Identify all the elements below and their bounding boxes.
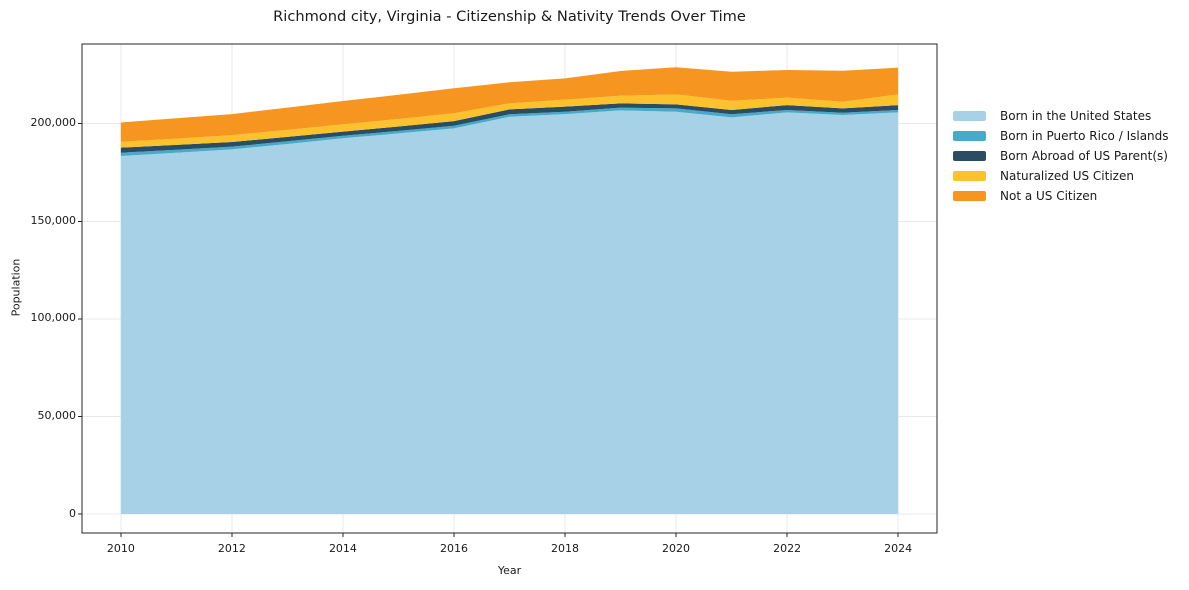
- area-not-a-us-citizen: [120, 67, 899, 142]
- legend-item-born-in-the-united-states: Born in the United States: [953, 106, 1169, 126]
- legend-item-born-abroad-of-us-parent-s: Born Abroad of US Parent(s): [953, 146, 1169, 166]
- legend-label: Naturalized US Citizen: [1000, 169, 1134, 183]
- x-tick-label: 2014: [328, 542, 357, 555]
- legend-label: Born in the United States: [1000, 109, 1152, 123]
- x-tick-label: 2024: [884, 542, 913, 555]
- legend-label: Born in Puerto Rico / Islands: [1000, 129, 1169, 143]
- legend-swatch-icon: [953, 151, 986, 161]
- legend-item-naturalized-us-citizen: Naturalized US Citizen: [953, 166, 1169, 186]
- area-born-in-puerto-rico-islands: [120, 107, 899, 157]
- x-tick-label: 2020: [662, 542, 691, 555]
- legend-swatch-icon: [953, 191, 986, 201]
- y-tick-label: 150,000: [30, 213, 77, 227]
- y-tick-label: 200,000: [30, 116, 77, 130]
- area-naturalized-us-citizen: [120, 94, 899, 148]
- chart-title: Richmond city, Virginia - Citizenship & …: [273, 8, 746, 25]
- x-axis-label: Year: [497, 564, 522, 577]
- y-tick-label: 50,000: [37, 408, 77, 422]
- y-tick-label: 100,000: [30, 311, 77, 325]
- area-born-abroad-of-us-parent-s: [120, 103, 899, 153]
- legend-item-not-a-us-citizen: Not a US Citizen: [953, 186, 1169, 206]
- x-tick-label: 2022: [773, 542, 802, 555]
- area-born-in-the-united-states: [120, 110, 899, 515]
- legend: Born in the United States Born in Puerto …: [953, 106, 1169, 206]
- legend-label: Not a US Citizen: [1000, 189, 1098, 203]
- plot-frame: [81, 43, 938, 534]
- legend-label: Born Abroad of US Parent(s): [1000, 149, 1168, 163]
- x-tick-label: 2012: [217, 542, 246, 555]
- legend-item-born-in-puerto-rico-islands: Born in Puerto Rico / Islands: [953, 126, 1169, 146]
- legend-swatch-icon: [953, 131, 986, 141]
- legend-swatch-icon: [953, 111, 986, 121]
- legend-swatch-icon: [953, 171, 986, 181]
- y-tick-label: 0: [69, 506, 76, 520]
- x-tick-label: 2010: [106, 542, 135, 555]
- x-tick-label: 2018: [551, 542, 580, 555]
- x-tick-label: 2016: [439, 542, 468, 555]
